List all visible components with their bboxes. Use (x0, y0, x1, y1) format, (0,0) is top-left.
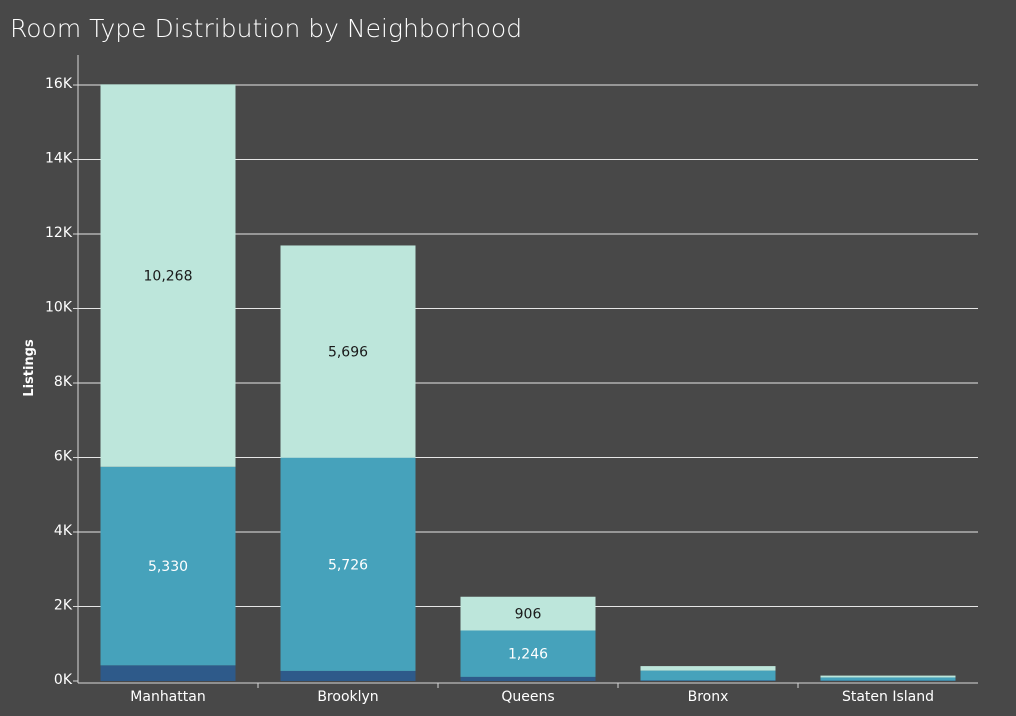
x-tick-label: Queens (501, 689, 554, 705)
y-tick-label: 6K (54, 449, 73, 465)
data-label: 5,726 (328, 557, 368, 573)
bar-segment (280, 670, 416, 681)
data-label: 906 (515, 607, 542, 623)
y-axis-ticks: 0K 2K 4K 6K 8K 10K 12K 14K 16K (45, 76, 78, 688)
y-tick-label: 0K (54, 672, 73, 688)
bar-segment (820, 677, 956, 681)
x-tick-label: Brooklyn (317, 689, 378, 705)
bar-segment (100, 665, 236, 681)
x-tick-label: Bronx (688, 689, 729, 705)
bar-segment (460, 676, 596, 681)
bar-segment (460, 630, 596, 677)
bar-segment (640, 680, 776, 681)
bar-segment (100, 84, 236, 467)
bar-segment (460, 596, 596, 631)
y-tick-label: 4K (54, 523, 73, 539)
y-tick-label: 2K (54, 598, 73, 614)
data-label: 5,330 (148, 559, 188, 575)
y-tick-label: 16K (45, 76, 73, 92)
y-tick-label: 12K (45, 225, 73, 241)
x-tick-label: Staten Island (842, 689, 934, 705)
y-tick-label: 8K (54, 374, 73, 390)
bar-segment (640, 670, 776, 681)
y-axis-label: Listings (22, 339, 37, 397)
bar-segment (280, 457, 416, 671)
bar-segment (280, 245, 416, 458)
x-axis-ticks: Manhattan Brooklyn Queens Bronx Staten Islan… (130, 683, 934, 705)
data-label: 5,696 (328, 345, 368, 361)
y-tick-label: 14K (45, 151, 73, 167)
bars: 5,330 10,268 5,726 5,696 1,246 906 (100, 84, 956, 681)
bar-segment (820, 675, 956, 678)
x-tick-label: Manhattan (130, 689, 205, 705)
data-label: 10,268 (144, 269, 193, 285)
bar-segment (640, 666, 776, 671)
data-label: 1,246 (508, 647, 548, 663)
bar-segment (100, 466, 236, 666)
y-tick-label: 10K (45, 300, 73, 316)
chart-title: Room Type Distribution by Neighborhood (10, 14, 522, 43)
